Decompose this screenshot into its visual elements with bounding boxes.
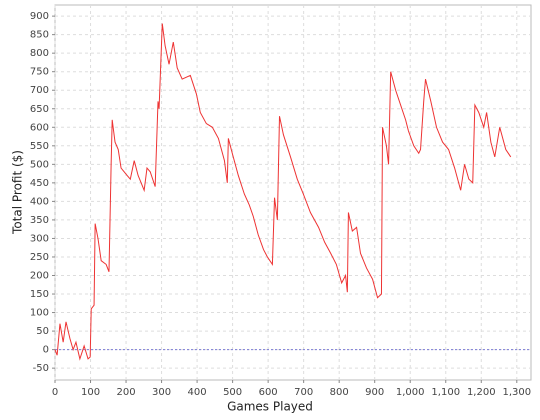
- x-tick-label: 1,200: [467, 387, 496, 398]
- y-tick-label: 400: [30, 196, 49, 207]
- x-tick-label: 600: [259, 387, 278, 398]
- x-tick-label: 0: [52, 387, 58, 398]
- y-tick-label: 800: [30, 48, 49, 59]
- y-tick-label: 700: [30, 85, 49, 96]
- y-tick-label: 750: [30, 67, 49, 78]
- x-tick-label: 400: [188, 387, 207, 398]
- x-tick-label: 1,000: [396, 387, 425, 398]
- y-tick-label: 600: [30, 122, 49, 133]
- profit-line: [54, 23, 512, 361]
- y-tick-label: 650: [30, 104, 49, 115]
- y-tick-label: 550: [30, 141, 49, 152]
- x-tick-label: 1,100: [431, 387, 460, 398]
- x-tick-label: 200: [116, 387, 135, 398]
- x-tick-label: 900: [365, 387, 384, 398]
- plot-area: [54, 4, 532, 381]
- x-tick-label: 800: [330, 387, 349, 398]
- x-tick-label: 1,300: [502, 387, 531, 398]
- x-axis-title: Games Played: [227, 400, 313, 414]
- y-tick-label: -50: [33, 363, 49, 374]
- y-axis-title: Total Profit ($): [11, 150, 25, 235]
- y-tick-label: 900: [30, 11, 49, 22]
- y-tick-label: 150: [30, 289, 49, 300]
- y-tick-label: 850: [30, 30, 49, 41]
- y-tick-label: 300: [30, 233, 49, 244]
- y-tick-label: 50: [36, 326, 49, 337]
- y-tick-label: 200: [30, 271, 49, 282]
- y-tick-label: 100: [30, 308, 49, 319]
- x-tick-label: 700: [294, 387, 313, 398]
- y-tick-label: 500: [30, 159, 49, 170]
- y-tick-label: 0: [43, 345, 49, 356]
- y-tick-label: 350: [30, 215, 49, 226]
- x-tick-label: 100: [81, 387, 100, 398]
- y-tick-label: 250: [30, 252, 49, 263]
- y-tick-label: 450: [30, 178, 49, 189]
- x-tick-label: 300: [152, 387, 171, 398]
- x-tick-label: 500: [223, 387, 242, 398]
